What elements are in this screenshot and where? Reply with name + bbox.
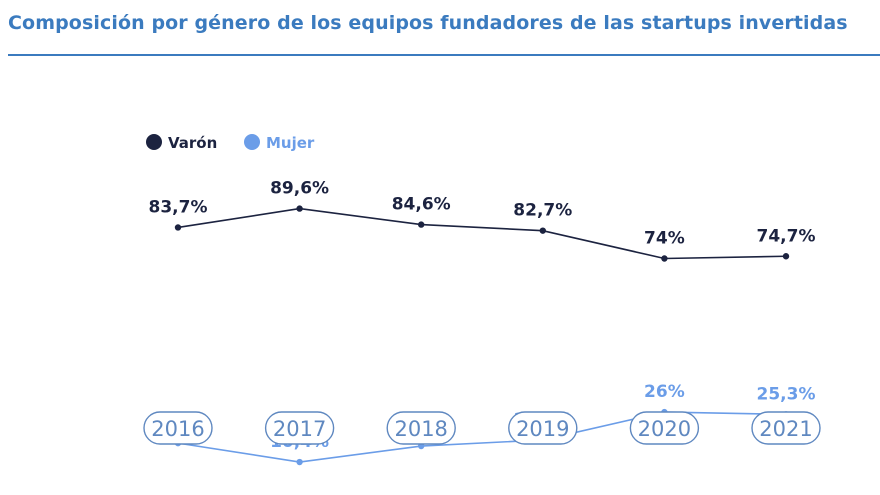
legend-label-1: Mujer bbox=[266, 134, 315, 152]
data-label-0-0: 83,7% bbox=[149, 197, 208, 217]
data-point-0-2 bbox=[418, 221, 425, 228]
category-label-0: 2016 bbox=[151, 417, 204, 441]
data-point-1-1 bbox=[296, 458, 303, 466]
data-label-1-4: 26% bbox=[644, 382, 685, 402]
category-label-3: 2019 bbox=[516, 417, 569, 441]
data-label-0-3: 82,7% bbox=[513, 201, 572, 221]
category-pill-1 bbox=[264, 411, 335, 445]
data-point-0-4 bbox=[661, 255, 668, 262]
data-label-0-2: 84,6% bbox=[392, 195, 451, 215]
data-point-0-1 bbox=[296, 205, 303, 212]
category-pill-5 bbox=[751, 411, 821, 445]
data-label-0-4: 74% bbox=[644, 229, 685, 249]
category-pill-3 bbox=[508, 411, 578, 445]
category-pill-0 bbox=[143, 411, 213, 445]
data-point-0-0 bbox=[174, 224, 182, 231]
legend-marker-1 bbox=[244, 134, 260, 150]
legend-label-0: Varón bbox=[168, 134, 217, 152]
data-label-1-5: 25,3% bbox=[757, 384, 816, 404]
data-label-0-1: 89,6% bbox=[270, 179, 329, 199]
series-line-0 bbox=[177, 207, 787, 260]
data-point-0-3 bbox=[539, 227, 546, 234]
category-label-1: 2017 bbox=[273, 417, 326, 441]
category-label-4: 2020 bbox=[638, 417, 691, 441]
category-pill-4 bbox=[629, 411, 700, 445]
legend-marker-0 bbox=[146, 134, 162, 150]
chart-title: Composición por género de los equipos fu… bbox=[8, 12, 848, 34]
data-point-0-5 bbox=[782, 253, 790, 260]
category-label-2: 2018 bbox=[394, 417, 447, 441]
category-pill-2 bbox=[386, 411, 456, 445]
data-label-0-5: 74,7% bbox=[757, 226, 816, 246]
category-label-5: 2021 bbox=[759, 417, 812, 441]
title-divider bbox=[8, 54, 880, 56]
